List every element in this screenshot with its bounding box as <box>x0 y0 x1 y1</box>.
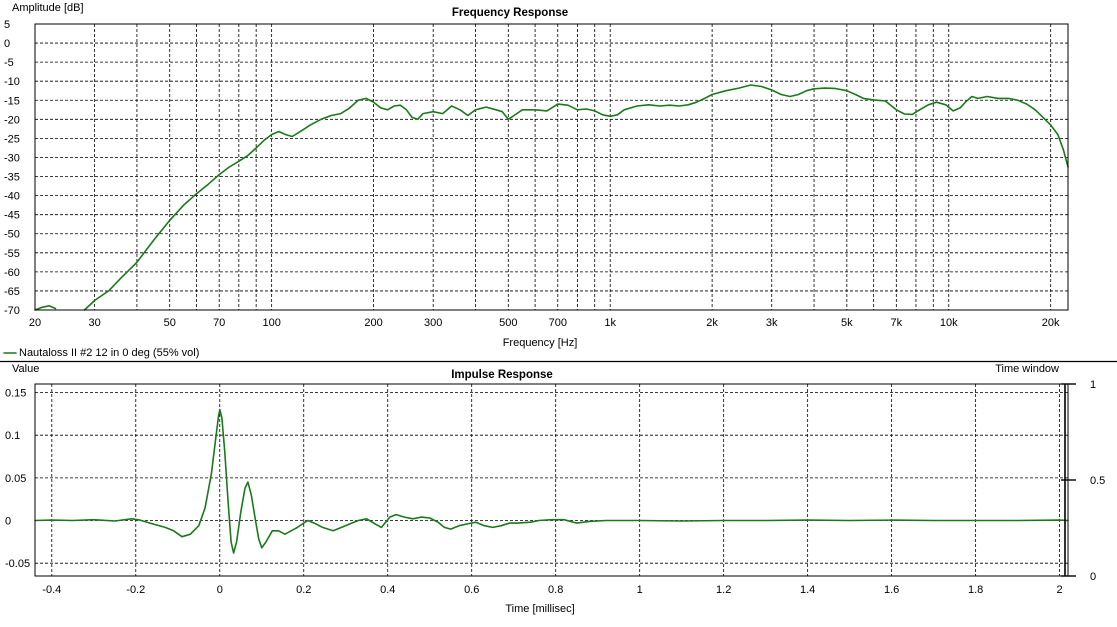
frequency-tick-label: 700 <box>549 317 567 329</box>
value-tick-label: 0 <box>5 516 11 528</box>
time-tick-label: 0.8 <box>548 584 563 596</box>
time-tick-label: -0.4 <box>42 584 61 596</box>
time-tick-label: 0.4 <box>380 584 395 596</box>
amplitude-axis-label: Amplitude [dB] <box>12 2 84 14</box>
time-tick-label: 1 <box>637 584 643 596</box>
legend: Nautaloss II #2 12 in 0 deg (55% vol) <box>3 347 199 359</box>
frequency-tick-label: 7k <box>891 317 903 329</box>
legend-label: Nautaloss II #2 12 in 0 deg (55% vol) <box>19 347 199 359</box>
value-tick-label: 0.1 <box>5 430 20 442</box>
frequency-axis-label: Frequency [Hz] <box>503 337 578 349</box>
frequency-tick-label: 200 <box>364 317 382 329</box>
frequency-response-panel: Frequency Response Amplitude [dB] Freque… <box>4 2 1069 349</box>
time-window-tick-label: 1 <box>1090 379 1096 391</box>
time-window-tick-label: 0 <box>1090 571 1096 583</box>
frequency-tick-label: 10k <box>940 317 958 329</box>
frequency-response-series <box>34 84 1069 311</box>
amplitude-tick-label: -45 <box>4 210 20 222</box>
amplitude-tick-label: -40 <box>4 191 20 203</box>
frequency-tick-label: 70 <box>213 317 225 329</box>
time-tick-label: -0.2 <box>126 584 145 596</box>
amplitude-tick-label: -70 <box>4 305 20 317</box>
frequency-tick-label: 20k <box>1042 317 1060 329</box>
amplitude-tick-label: -60 <box>4 267 20 279</box>
frequency-tick-label: 300 <box>424 317 442 329</box>
time-axis-label: Time [millisec] <box>505 603 574 615</box>
time-tick-label: 0.6 <box>464 584 479 596</box>
amplitude-tick-label: -10 <box>4 76 20 88</box>
impulse-response-line <box>34 408 1069 554</box>
frequency-tick-label: 100 <box>262 317 280 329</box>
time-tick-label: 1.6 <box>884 584 899 596</box>
amplitude-tick-label: -5 <box>4 57 14 69</box>
amplitude-tick-label: -25 <box>4 133 20 145</box>
amplitude-tick-label: -35 <box>4 172 20 184</box>
frequency-tick-label: 3k <box>766 317 778 329</box>
amplitude-tick-label: -20 <box>4 114 20 126</box>
time-tick-label: 1.8 <box>968 584 983 596</box>
amplitude-tick-label: -50 <box>4 229 20 241</box>
time-window-axis[interactable]: 10.50 <box>1061 379 1105 583</box>
frequency-tick-label: 2k <box>706 317 718 329</box>
frequency-tick-label: 500 <box>499 317 517 329</box>
impulse-response-series <box>34 408 1069 554</box>
frequency-plot-frame <box>34 23 1069 311</box>
time-tick-label: 0.2 <box>296 584 311 596</box>
amplitude-tick-label: -15 <box>4 95 20 107</box>
amplitude-tick-label: -65 <box>4 286 20 298</box>
frequency-tick-label: 30 <box>88 317 100 329</box>
value-tick-label: -0.05 <box>5 558 30 570</box>
frequency-tick-labels: 50-5-10-15-20-25-30-35-40-45-50-55-60-65… <box>4 19 1060 329</box>
frequency-tick-label: 5k <box>841 317 853 329</box>
value-tick-label: 0.15 <box>5 388 26 400</box>
time-window-axis-label: Time window <box>995 363 1059 375</box>
time-tick-label: 1.4 <box>800 584 815 596</box>
time-tick-label: 1.2 <box>716 584 731 596</box>
frequency-tick-label: 20 <box>29 317 41 329</box>
impulse-response-panel: Impulse Response Value Time window Time … <box>5 363 1105 615</box>
impulse-grid <box>35 384 1068 576</box>
time-tick-label: 2 <box>1057 584 1063 596</box>
value-axis-label: Value <box>12 363 39 375</box>
amplitude-tick-label: -30 <box>4 152 20 164</box>
impulse-response-title: Impulse Response <box>451 369 553 381</box>
impulse-plot-frame <box>34 383 1069 577</box>
frequency-grid <box>34 23 1068 311</box>
frequency-tick-label: 50 <box>164 317 176 329</box>
frequency-response-line <box>34 305 57 311</box>
frequency-response-line <box>83 84 1069 311</box>
value-tick-label: 0.05 <box>5 473 26 485</box>
amplitude-tick-label: -55 <box>4 248 20 260</box>
amplitude-tick-label: 5 <box>4 19 10 31</box>
impulse-tick-labels: -0.4 -0.2 0 0.2 0.4 0.6 0.8 1 1.2 1.4 1.6 1.8 2 0.15 0… <box>5 388 1063 596</box>
time-window-tick-label: 0.5 <box>1090 475 1105 487</box>
frequency-response-title: Frequency Response <box>452 7 568 19</box>
amplitude-tick-label: 0 <box>4 38 10 50</box>
frequency-tick-label: 1k <box>604 317 616 329</box>
time-tick-label: 0 <box>217 584 223 596</box>
